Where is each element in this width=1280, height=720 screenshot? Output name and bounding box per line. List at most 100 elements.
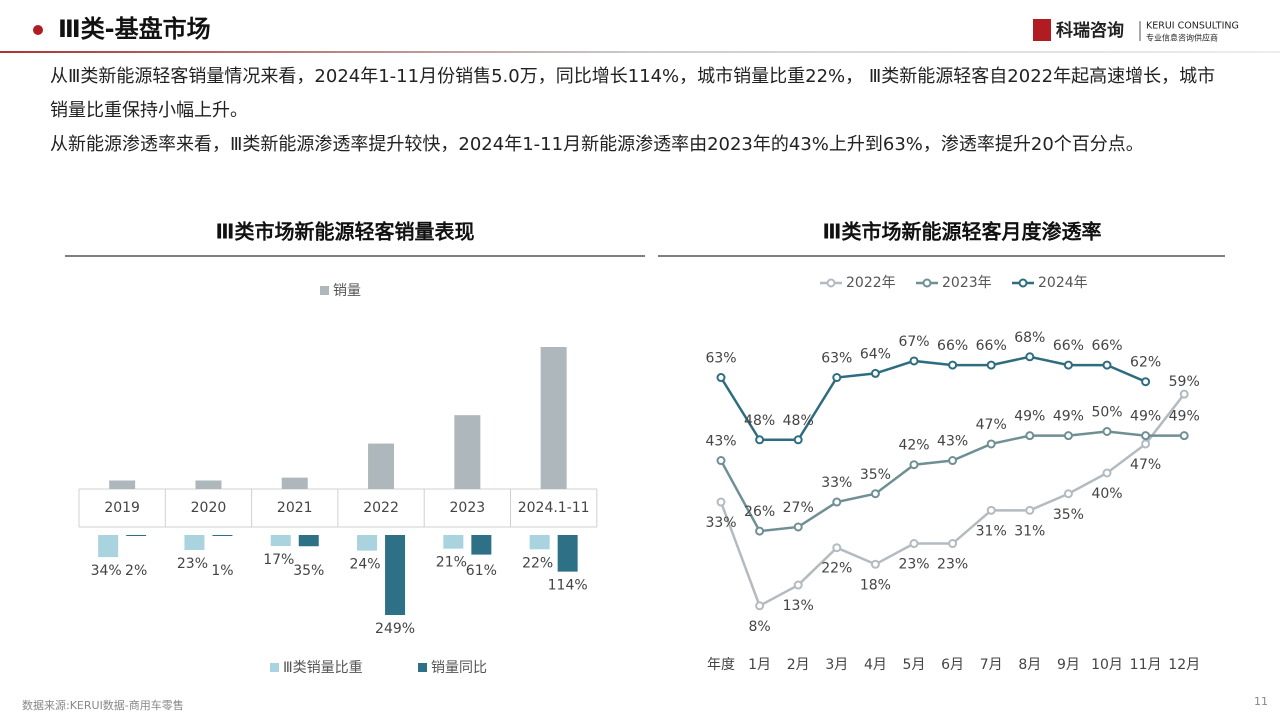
line bbox=[719, 355, 1147, 442]
point bbox=[1102, 360, 1112, 370]
bar bbox=[270, 535, 291, 547]
paragraph: 从新能源渗透率来看，Ⅲ类新能源渗透率提升较快，2024年1-11月新能源渗透率由… bbox=[50, 134, 1144, 155]
data-label: 67% bbox=[898, 334, 929, 350]
point bbox=[755, 601, 765, 611]
data-label: 1% bbox=[211, 563, 233, 579]
point bbox=[793, 435, 803, 445]
data-label: 48% bbox=[744, 413, 775, 429]
logo-name: 科瑞咨询 bbox=[1056, 20, 1124, 41]
point bbox=[716, 373, 726, 383]
data-label: 35% bbox=[1053, 507, 1084, 523]
legend-swatch bbox=[320, 286, 329, 295]
bar bbox=[443, 535, 464, 549]
legend-swatch bbox=[418, 663, 427, 672]
data-label: 35% bbox=[860, 467, 891, 483]
point bbox=[1025, 352, 1035, 362]
data-label: 23% bbox=[177, 556, 208, 572]
x-tick-label: 2021 bbox=[277, 500, 313, 516]
x-tick-label: 8月 bbox=[1018, 657, 1041, 673]
x-tick-label: 5月 bbox=[903, 657, 926, 673]
x-tick-label: 10月 bbox=[1091, 657, 1123, 673]
bar bbox=[385, 535, 406, 615]
chart-title: Ⅲ类市场新能源轻客销量表现 bbox=[216, 220, 475, 244]
point bbox=[1025, 431, 1035, 441]
data-label: 64% bbox=[860, 346, 891, 362]
bar bbox=[557, 535, 578, 572]
data-label: 8% bbox=[748, 619, 770, 635]
data-label: 27% bbox=[783, 500, 814, 516]
legend-label: 2023年 bbox=[942, 275, 992, 291]
point bbox=[1063, 431, 1073, 441]
legend-marker bbox=[1018, 278, 1028, 288]
legend-label: Ⅲ类销量比重 bbox=[283, 660, 363, 676]
bar bbox=[109, 480, 136, 489]
bar bbox=[529, 535, 550, 550]
data-label: 42% bbox=[898, 438, 929, 454]
data-label: 66% bbox=[937, 338, 968, 354]
x-tick-label: 6月 bbox=[941, 657, 964, 673]
legend-label: 2024年 bbox=[1038, 275, 1088, 291]
header-rule bbox=[0, 51, 1280, 53]
data-label: 66% bbox=[976, 338, 1007, 354]
header-title: Ⅲ类-基盘市场 bbox=[58, 15, 211, 43]
data-label: 61% bbox=[466, 563, 497, 579]
x-tick-label: 9月 bbox=[1057, 657, 1080, 673]
bullet bbox=[33, 25, 43, 35]
point bbox=[909, 539, 919, 549]
data-label: 2% bbox=[125, 563, 147, 579]
bar bbox=[126, 535, 147, 536]
point bbox=[870, 489, 880, 499]
data-label: 47% bbox=[976, 417, 1007, 433]
bar bbox=[357, 535, 378, 551]
point bbox=[1025, 505, 1035, 515]
x-tick-label: 年度 bbox=[707, 657, 735, 673]
logo-slogan: 专业信息咨询供应商 bbox=[1146, 33, 1218, 43]
point bbox=[1141, 377, 1151, 387]
data-label: 47% bbox=[1130, 457, 1161, 473]
data-label: 49% bbox=[1014, 409, 1045, 425]
bar bbox=[540, 347, 567, 489]
point bbox=[948, 360, 958, 370]
legend-label: 销量同比 bbox=[431, 660, 487, 676]
x-tick-label: 12月 bbox=[1168, 657, 1200, 673]
bar bbox=[184, 535, 205, 550]
point bbox=[986, 505, 996, 515]
point bbox=[909, 356, 919, 366]
x-tick-label: 1月 bbox=[748, 657, 771, 673]
data-label: 17% bbox=[263, 552, 294, 568]
data-label: 13% bbox=[783, 598, 814, 614]
point bbox=[755, 435, 765, 445]
point bbox=[948, 456, 958, 466]
x-tick-label: 4月 bbox=[864, 657, 887, 673]
data-label: 59% bbox=[1169, 374, 1200, 390]
data-label: 21% bbox=[436, 555, 467, 571]
data-label: 66% bbox=[1053, 338, 1084, 354]
point bbox=[909, 460, 919, 470]
point bbox=[793, 580, 803, 590]
point bbox=[986, 439, 996, 449]
data-label: 33% bbox=[821, 475, 852, 491]
point bbox=[1179, 389, 1189, 399]
bar bbox=[454, 415, 481, 489]
data-label: 35% bbox=[293, 563, 324, 579]
legend-marker bbox=[826, 278, 836, 288]
point bbox=[832, 497, 842, 507]
point bbox=[832, 543, 842, 553]
data-label: 49% bbox=[1053, 409, 1084, 425]
source: 数据来源:KERUI数据-商用车零售 bbox=[22, 698, 184, 712]
data-label: 23% bbox=[898, 557, 929, 573]
legend-marker bbox=[922, 278, 932, 288]
data-label: 63% bbox=[821, 351, 852, 367]
data-label: 31% bbox=[976, 523, 1007, 539]
data-label: 114% bbox=[548, 578, 588, 594]
data-label: 49% bbox=[1169, 409, 1200, 425]
bar bbox=[368, 443, 395, 489]
point bbox=[1141, 431, 1151, 441]
data-label: 49% bbox=[1130, 409, 1161, 425]
page-number: 11 bbox=[1254, 695, 1268, 708]
point bbox=[832, 373, 842, 383]
point bbox=[1102, 427, 1112, 436]
data-label: 23% bbox=[937, 557, 968, 573]
data-label: 249% bbox=[375, 621, 415, 637]
data-label: 43% bbox=[937, 434, 968, 450]
